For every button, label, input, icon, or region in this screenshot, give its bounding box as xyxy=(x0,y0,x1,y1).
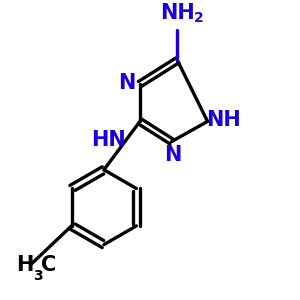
Text: H: H xyxy=(16,255,33,275)
Text: C: C xyxy=(41,255,57,275)
Text: 3: 3 xyxy=(33,268,43,283)
Text: NH: NH xyxy=(206,110,241,130)
Text: HN: HN xyxy=(92,130,126,150)
Text: NH: NH xyxy=(160,3,195,23)
Text: N: N xyxy=(118,73,136,93)
Text: 2: 2 xyxy=(194,11,204,25)
Text: N: N xyxy=(164,146,182,165)
